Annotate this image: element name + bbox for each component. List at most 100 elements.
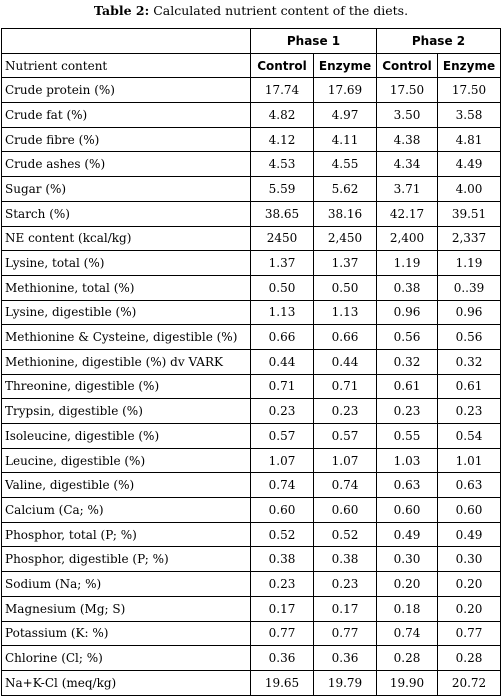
phase-2-enzyme-value: 0.77 [437, 620, 501, 647]
table-row: Crude fat (%) 4.82 4.97 3.50 3.58 [1, 102, 501, 128]
nutrient-name-cell: Methionine, digestible (%) dv VARK [1, 348, 251, 375]
nutrient-name-cell: Isoleucine, digestible (%) [1, 423, 251, 449]
phase-1-enzyme-value: 0.36 [313, 645, 377, 671]
phase-1-enzyme-value: 17.69 [313, 77, 377, 104]
nutrient-name-cell: Chlorine (Cl; %) [1, 645, 251, 671]
phase-1-enzyme-value: 0.52 [313, 521, 377, 548]
phase-2-control-value: 4.38 [376, 126, 438, 153]
phase-1-enzyme-value: 5.62 [313, 176, 377, 202]
phase-2-enzyme-value: 0..39 [437, 274, 501, 301]
phase-1-control-value: 0.57 [250, 423, 314, 449]
nutrient-table: Phase 1 Phase 2 Nutrient content Control… [1, 28, 501, 696]
phase-2-control-value: 0.96 [376, 299, 438, 326]
phase-1-enzyme-value: 0.60 [313, 497, 377, 523]
table-row: Crude fibre (%) 4.12 4.11 4.38 4.81 [1, 126, 501, 153]
nutrient-name-cell: Sodium (Na; %) [1, 571, 251, 597]
phase-2-enzyme-value: 0.61 [437, 373, 501, 400]
phase-1-control-value: 0.44 [250, 348, 314, 375]
phase-2-control-value: 1.03 [376, 447, 438, 474]
phase-1-control-value: 0.50 [250, 274, 314, 301]
nutrient-name-cell: Phosphor, total (P; %) [1, 521, 251, 548]
phase-2-enzyme-value: 1.19 [437, 250, 501, 276]
phase-1-control-value: 0.71 [250, 373, 314, 400]
phase-1-control-value: 1.37 [250, 250, 314, 276]
phase-2-control-value: 0.23 [376, 398, 438, 424]
phase-1-enzyme-value: 0.38 [313, 546, 377, 573]
phase-2-control-value: 4.34 [376, 151, 438, 178]
phase-1-enzyme-value: 0.17 [313, 595, 377, 622]
phase-1-enzyme-value: 0.77 [313, 620, 377, 647]
phase-2-enzyme-value: 0.96 [437, 299, 501, 326]
phase-2-enzyme-value: 1.01 [437, 447, 501, 474]
nutrient-name-cell: Methionine & Cysteine, digestible (%) [1, 324, 251, 350]
phase-2-control-value: 0.30 [376, 546, 438, 573]
phase-1-enzyme-value: 0.44 [313, 348, 377, 375]
phase-1-enzyme-value: 0.23 [313, 398, 377, 424]
caption-label: Table 2: [93, 3, 150, 18]
table-row: Potassium (K: %) 0.77 0.77 0.74 0.77 [1, 620, 501, 647]
phase-2-enzyme-header: Enzyme [437, 52, 501, 79]
nutrient-name-cell: Lysine, digestible (%) [1, 299, 251, 326]
phase-2-enzyme-value: 2,337 [437, 225, 501, 252]
phase-1-control-value: 0.60 [250, 497, 314, 523]
table-row: Phosphor, digestible (P; %) 0.38 0.38 0.30 0… [1, 546, 501, 573]
phase-2-control-value: 0.20 [376, 571, 438, 597]
phase-1-enzyme-value: 2,450 [313, 225, 377, 252]
table-row: Calcium (Ca; %) 0.60 0.60 0.60 0.60 [1, 497, 501, 523]
phase-1-control-value: 0.74 [250, 472, 314, 499]
phase-2-control-value: 0.18 [376, 595, 438, 622]
phase-1-enzyme-value: 0.50 [313, 274, 377, 301]
nutrient-name-cell: Threonine, digestible (%) [1, 373, 251, 400]
phase-2-enzyme-value: 4.81 [437, 126, 501, 153]
nutrient-name-cell: Crude protein (%) [1, 77, 251, 104]
phase-2-control-value: 0.60 [376, 497, 438, 523]
phase-2-control-value: 0.49 [376, 521, 438, 548]
phase-1-enzyme-value: 1.07 [313, 447, 377, 474]
table-row: Methionine, total (%) 0.50 0.50 0.38 0..39 [1, 274, 501, 301]
phase-1-control-header: Control [250, 52, 314, 79]
table-row: NE content (kcal/kg) 2450 2,450 2,400 2,337 [1, 225, 501, 252]
nutrient-name-cell: Starch (%) [1, 200, 251, 227]
phase-1-header: Phase 1 [250, 28, 377, 54]
phase-2-enzyme-value: 0.32 [437, 348, 501, 375]
phase-2-enzyme-value: 0.20 [437, 571, 501, 597]
nutrient-name-cell: Calcium (Ca; %) [1, 497, 251, 523]
phase-1-enzyme-value: 38.16 [313, 200, 377, 227]
phase-1-enzyme-value: 0.71 [313, 373, 377, 400]
phase-1-control-value: 1.13 [250, 299, 314, 326]
nutrient-name-cell: Magnesium (Mg; S) [1, 595, 251, 622]
phase-2-enzyme-value: 0.63 [437, 472, 501, 499]
phase-2-control-value: 0.74 [376, 620, 438, 647]
phase-2-enzyme-value: 4.49 [437, 151, 501, 178]
phase-2-control-header: Control [376, 52, 438, 79]
phase-2-enzyme-value: 20.72 [437, 669, 501, 696]
table-row: Sugar (%) 5.59 5.62 3.71 4.00 [1, 176, 501, 202]
phase-1-control-value: 4.82 [250, 102, 314, 128]
nutrient-name-cell: Valine, digestible (%) [1, 472, 251, 499]
phase-2-control-value: 3.50 [376, 102, 438, 128]
nutrient-name-cell: Leucine, digestible (%) [1, 447, 251, 474]
phase-1-enzyme-value: 0.74 [313, 472, 377, 499]
phase-1-enzyme-value: 1.37 [313, 250, 377, 276]
phase-2-enzyme-value: 0.60 [437, 497, 501, 523]
phase-2-enzyme-value: 0.49 [437, 521, 501, 548]
phase-2-control-value: 0.55 [376, 423, 438, 449]
phase-1-control-value: 0.66 [250, 324, 314, 350]
table-row: Threonine, digestible (%) 0.71 0.71 0.61 0.6… [1, 373, 501, 400]
phase-1-control-value: 1.07 [250, 447, 314, 474]
table-row: Valine, digestible (%) 0.74 0.74 0.63 0.63 [1, 472, 501, 499]
nutrient-name-cell: Crude fat (%) [1, 102, 251, 128]
phase-2-control-value: 0.28 [376, 645, 438, 671]
table-row: Lysine, total (%) 1.37 1.37 1.19 1.19 [1, 250, 501, 276]
phase-1-control-value: 4.12 [250, 126, 314, 153]
nutrient-name-cell: Trypsin, digestible (%) [1, 398, 251, 424]
table-row: Starch (%) 38.65 38.16 42.17 39.51 [1, 200, 501, 227]
phase-1-control-value: 38.65 [250, 200, 314, 227]
phase-1-control-value: 2450 [250, 225, 314, 252]
phase-2-enzyme-value: 0.23 [437, 398, 501, 424]
phase-2-control-value: 3.71 [376, 176, 438, 202]
phase-2-control-value: 2,400 [376, 225, 438, 252]
phase-1-enzyme-value: 0.23 [313, 571, 377, 597]
table-row: Chlorine (Cl; %) 0.36 0.36 0.28 0.28 [1, 645, 501, 671]
phase-2-control-value: 0.38 [376, 274, 438, 301]
